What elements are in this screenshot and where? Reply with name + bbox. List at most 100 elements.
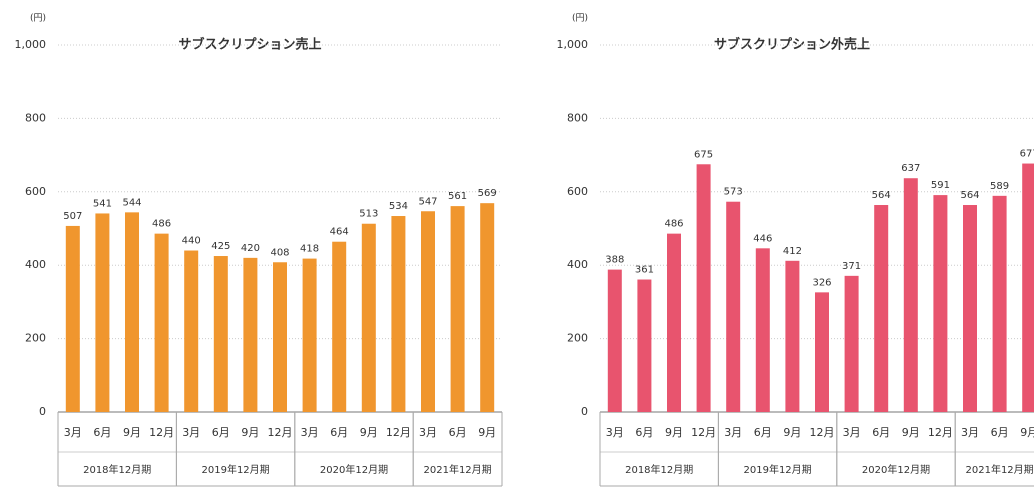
x-tick-label: 12月 <box>928 426 953 439</box>
value-label: 573 <box>724 187 743 198</box>
y-tick-label: 200 <box>25 332 46 345</box>
x-tick-label: 12月 <box>268 426 293 439</box>
bar <box>726 201 741 412</box>
value-label: 547 <box>418 196 437 207</box>
x-tick-label: 6月 <box>212 426 230 439</box>
bar <box>933 195 948 412</box>
x-tick-label: 6月 <box>635 426 653 439</box>
bar <box>65 225 80 412</box>
value-label: 446 <box>753 233 772 244</box>
x-tick-label: 9月 <box>783 426 801 439</box>
value-label: 425 <box>211 241 230 252</box>
x-tick-label: 6月 <box>872 426 890 439</box>
x-tick-label: 6月 <box>754 426 772 439</box>
x-tick-label: 9月 <box>241 426 259 439</box>
x-tick-label: 12月 <box>386 426 411 439</box>
x-tick-label: 9月 <box>902 426 920 439</box>
group-label: 2020年12月期 <box>320 463 388 476</box>
unit-label: (円) <box>572 13 588 24</box>
value-label: 675 <box>694 149 713 160</box>
value-label: 544 <box>122 197 141 208</box>
x-tick-label: 3月 <box>724 426 742 439</box>
group-label: 2018年12月期 <box>83 463 151 476</box>
value-label: 513 <box>359 209 378 220</box>
bar <box>963 205 977 412</box>
x-tick-label: 12月 <box>149 426 174 439</box>
value-label: 564 <box>960 190 979 201</box>
bar <box>391 216 406 412</box>
x-tick-label: 9月 <box>1020 426 1034 439</box>
unit-label: (円) <box>30 13 46 24</box>
group-label: 2020年12月期 <box>862 463 930 476</box>
bar <box>815 292 829 412</box>
value-label: 326 <box>812 277 831 288</box>
x-tick-label: 3月 <box>843 426 861 439</box>
bar <box>903 178 918 412</box>
bar <box>332 241 347 412</box>
bar <box>1022 163 1034 412</box>
group-label: 2021年12月期 <box>966 463 1034 476</box>
bar <box>184 250 199 412</box>
bar <box>992 195 1007 412</box>
y-tick-label: 0 <box>39 405 46 418</box>
value-label: 412 <box>783 246 802 257</box>
value-label: 637 <box>901 163 920 174</box>
value-label: 561 <box>448 191 467 202</box>
y-tick-label: 600 <box>567 185 588 198</box>
y-tick-label: 0 <box>581 405 588 418</box>
bar <box>637 279 652 412</box>
value-label: 534 <box>389 201 408 212</box>
x-tick-label: 9月 <box>360 426 378 439</box>
value-label: 564 <box>872 190 891 201</box>
x-tick-label: 12月 <box>810 426 835 439</box>
x-tick-label: 3月 <box>301 426 319 439</box>
x-tick-label: 6月 <box>330 426 348 439</box>
x-tick-label: 6月 <box>449 426 467 439</box>
x-tick-label: 6月 <box>991 426 1009 439</box>
x-tick-label: 3月 <box>606 426 624 439</box>
value-label: 371 <box>842 261 861 272</box>
bar <box>696 164 711 412</box>
bar <box>667 233 681 412</box>
group-label: 2021年12月期 <box>424 463 492 476</box>
x-tick-label: 9月 <box>478 426 496 439</box>
value-label: 486 <box>664 219 683 230</box>
y-tick-label: 200 <box>567 332 588 345</box>
x-tick-label: 9月 <box>665 426 683 439</box>
value-label: 486 <box>152 219 171 230</box>
x-tick-label: 3月 <box>961 426 979 439</box>
y-tick-label: 400 <box>25 258 46 271</box>
bar <box>125 212 139 412</box>
group-label: 2019年12月期 <box>744 463 812 476</box>
y-tick-label: 600 <box>25 185 46 198</box>
x-tick-label: 3月 <box>419 426 437 439</box>
value-label: 589 <box>990 181 1009 192</box>
x-tick-label: 3月 <box>64 426 82 439</box>
y-tick-label: 1,000 <box>557 38 589 51</box>
bar <box>844 275 859 412</box>
bar <box>302 258 317 412</box>
group-label: 2019年12月期 <box>202 463 270 476</box>
bar <box>421 211 435 412</box>
value-label: 420 <box>241 243 260 254</box>
bar <box>480 203 495 412</box>
y-tick-label: 800 <box>25 111 46 124</box>
value-label: 440 <box>182 236 201 247</box>
value-label: 361 <box>635 265 654 276</box>
value-label: 464 <box>330 227 349 238</box>
bar <box>874 205 889 412</box>
x-tick-label: 12月 <box>691 426 716 439</box>
y-tick-label: 400 <box>567 258 588 271</box>
bar <box>785 260 800 412</box>
value-label: 569 <box>478 188 497 199</box>
bar <box>273 262 287 412</box>
value-label: 591 <box>931 180 950 191</box>
bar <box>450 206 465 412</box>
value-label: 408 <box>270 247 289 258</box>
value-label: 677 <box>1020 149 1034 160</box>
group-label: 2018年12月期 <box>625 463 693 476</box>
value-label: 541 <box>93 198 112 209</box>
bar <box>607 269 622 412</box>
bar <box>154 233 169 412</box>
bar <box>755 248 770 412</box>
